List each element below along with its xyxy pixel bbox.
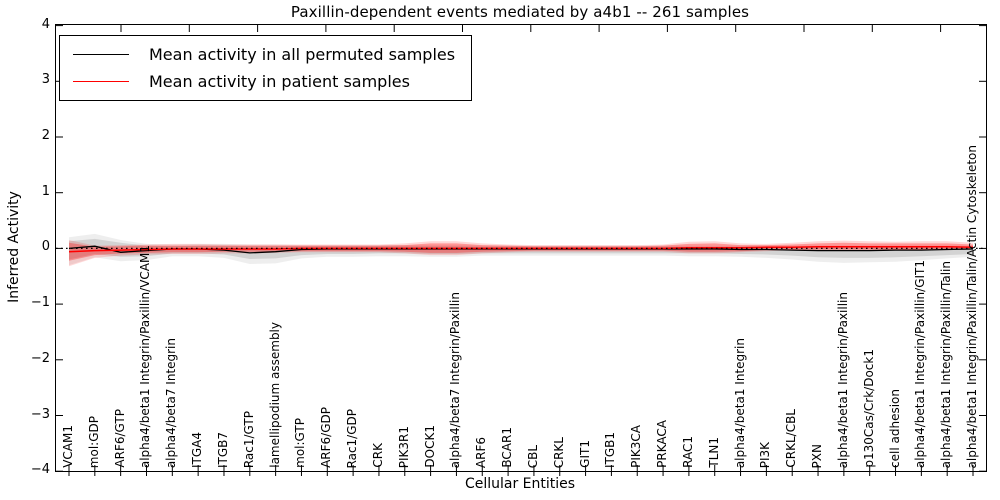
y-tick-label: 0: [41, 239, 50, 255]
legend-label-patient: Mean activity in patient samples: [149, 72, 410, 91]
x-tick-label: alpha4/beta1 Integrin/Paxillin: [835, 291, 850, 468]
x-tick-label: ARF6/GTP: [112, 409, 127, 468]
x-tick-label: RAC1: [680, 436, 695, 468]
x-tick-label: VCAM1: [61, 425, 75, 468]
x-tick-label: GIT1: [577, 440, 592, 468]
x-tick-label: p130Cas/Crk/Dock1: [861, 349, 876, 468]
x-tick-label: TLN1: [706, 437, 721, 468]
x-tick-label: alpha4/beta1 Integrin/Paxillin/Talin: [939, 260, 954, 468]
y-tick-label: 4: [41, 16, 50, 32]
x-tick-label: alpha4/beta1 Integrin/Paxillin/GIT1: [913, 259, 928, 468]
legend-line-black: [73, 54, 129, 55]
x-tick-label: ITGA4: [190, 431, 205, 468]
plot-svg: [56, 25, 986, 476]
band-patient-outer: [69, 240, 973, 267]
x-tick-label: mol:GDP: [86, 415, 101, 468]
plot-area: VCAM1 mol:GDP ARF6/GTP alpha4/beta1 Integri…: [55, 24, 987, 476]
x-tick-label: alpha4/beta1 Integrin: [732, 337, 747, 468]
chart-title: Paxillin-dependent events mediated by a4…: [290, 3, 750, 21]
x-axis-label: Cellular Entities: [464, 476, 576, 492]
x-tick-label: alpha4/beta7 Integrin: [164, 337, 179, 468]
x-tick-label: alpha4/beta7 Integrin/Paxillin: [448, 291, 463, 468]
x-tick-label: PI3K: [758, 441, 773, 468]
x-tick-label: alpha4/beta1 Integrin/Paxillin/Talin/Act…: [965, 144, 979, 468]
x-tick-label: Rac1/GTP: [241, 410, 256, 468]
x-tick-label: PXN: [810, 443, 825, 468]
x-tick-label: PRKACA: [655, 420, 670, 468]
x-tick-label: CRK: [370, 443, 385, 468]
x-tick-label: Rac1/GDP: [345, 408, 360, 468]
legend: Mean activity in all permuted samples Me…: [59, 35, 473, 101]
y-tick-label: −1: [30, 295, 50, 311]
x-tick-label: ARF6/GDP: [319, 407, 334, 468]
y-tick-label: −4: [30, 462, 50, 478]
x-tick-label: alpha4/beta1 Integrin/Paxillin/VCAM1: [138, 244, 153, 468]
y-tick-label: 1: [41, 183, 50, 199]
x-tick-label: CRKL/CBL: [784, 409, 799, 468]
legend-label-permuted: Mean activity in all permuted samples: [149, 45, 456, 64]
x-tick-label: mol:GTP: [293, 418, 308, 468]
legend-entry-permuted: Mean activity in all permuted samples: [69, 41, 455, 68]
x-tick-label: cell adhesion: [887, 389, 902, 468]
y-tick-label: −3: [30, 406, 50, 422]
x-tick-label: DOCK1: [422, 425, 437, 468]
x-tick-label: ARF6: [474, 436, 489, 468]
x-tick-label: ITGB7: [215, 431, 230, 468]
x-tick-label: PIK3R1: [396, 425, 411, 468]
x-tick-label: CRKL: [551, 436, 566, 468]
x-tick-label: ITGB1: [603, 431, 618, 468]
x-tick-label: BCAR1: [500, 427, 515, 468]
x-tick-label: PIK3CA: [629, 425, 644, 468]
legend-entry-patient: Mean activity in patient samples: [69, 68, 455, 95]
x-tick-label: lamellipodium assembly: [267, 322, 282, 468]
y-tick-label: −2: [30, 350, 50, 366]
legend-line-red: [73, 81, 129, 82]
y-tick-label: 3: [41, 72, 50, 88]
y-tick-label: 2: [41, 128, 50, 143]
x-tick-label: CBL: [525, 444, 540, 468]
